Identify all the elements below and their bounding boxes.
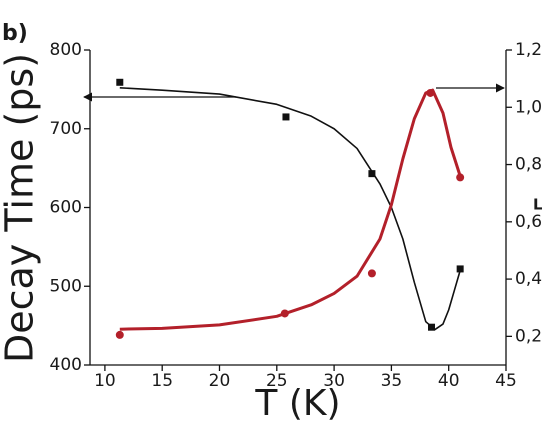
x-tick-label: 40 bbox=[438, 371, 460, 391]
y2-axis-title: L bbox=[533, 196, 542, 214]
y2-tick-label: 1,2 bbox=[515, 40, 542, 60]
data-point bbox=[367, 269, 376, 278]
data-point bbox=[116, 78, 124, 86]
data-point bbox=[282, 113, 290, 121]
data-point bbox=[368, 170, 376, 178]
fit-line bbox=[119, 88, 462, 331]
y2-tick-label: 0,8 bbox=[515, 155, 542, 175]
x-tick-label: 25 bbox=[266, 371, 288, 391]
y-axis-title: Decay Time (ps) bbox=[0, 53, 42, 363]
x-axis-title: T (K) bbox=[254, 383, 340, 424]
y2-tick-label: 1,0 bbox=[515, 97, 542, 117]
y-tick-label: 400 bbox=[50, 355, 82, 375]
data-point bbox=[115, 330, 124, 339]
x-tick-label: 35 bbox=[381, 371, 403, 391]
x-tick-label: 15 bbox=[151, 371, 173, 391]
y-tick-label: 800 bbox=[50, 40, 82, 60]
y-tick-label: 500 bbox=[50, 276, 82, 296]
x-tick-label: 10 bbox=[94, 371, 116, 391]
x-tick-label: 20 bbox=[209, 371, 231, 391]
panel-label: b) bbox=[2, 21, 28, 46]
y-tick-label: 600 bbox=[50, 198, 82, 218]
y2-tick-label: 0,6 bbox=[515, 212, 542, 232]
data-point bbox=[456, 173, 465, 182]
x-tick-label: 30 bbox=[323, 371, 345, 391]
x-tick-label: 45 bbox=[495, 371, 517, 391]
y-tick-label: 700 bbox=[50, 119, 82, 139]
fit-line bbox=[119, 87, 461, 331]
y2-tick-label: 0,2 bbox=[515, 326, 542, 346]
y2-tick-label: 0,4 bbox=[515, 269, 542, 289]
data-point bbox=[456, 265, 464, 273]
